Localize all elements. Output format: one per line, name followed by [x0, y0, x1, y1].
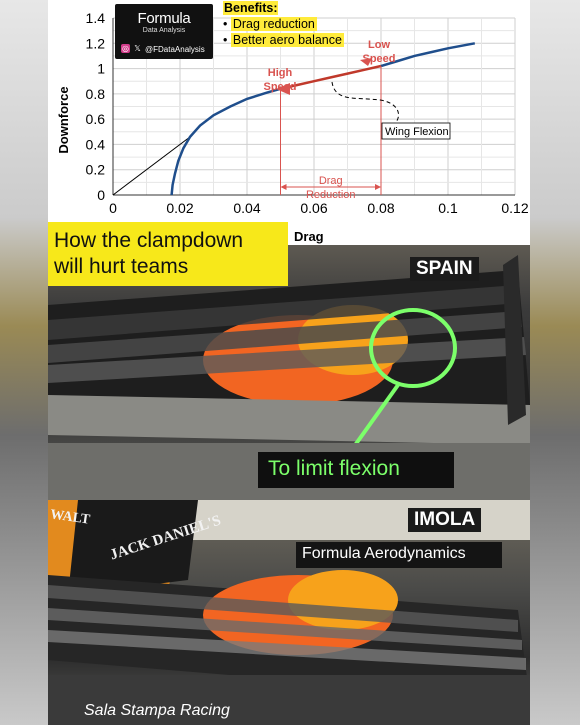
- wing-flexion-leader: [331, 81, 399, 129]
- drag-reduction-label: Drag: [319, 175, 343, 187]
- x-tick-label: 0.02: [166, 200, 193, 216]
- wing-flexion-box: [381, 122, 451, 140]
- photo-imola-wing: WALT JACK DANIEL'S: [48, 500, 530, 725]
- formula-aerodynamics-box: Formula Aerodynamics: [296, 542, 502, 568]
- imola-label: IMOLA: [408, 508, 482, 532]
- y-tick-label: 1: [97, 61, 105, 77]
- drag-reduction-arrowhead-left: [280, 184, 287, 190]
- brand-badge: Formula Data Analysis ◎ 𝕏 @FDataAnalysis: [115, 4, 213, 59]
- downforce-curve-high-drag: [380, 42, 476, 68]
- y-tick-label: 0: [97, 187, 105, 203]
- y-tick-label: 1.2: [86, 35, 106, 51]
- y-tick-label: 0.4: [86, 136, 106, 152]
- brand-subtitle: Data Analysis: [142, 27, 186, 34]
- downforce-drag-chart: 0 0.02 0.04 0.06 0.08 0.1 0.12 0 0.2 0.4 0.6 0.8 1 1.…: [56, 10, 529, 244]
- x-tick-label: 0.06: [300, 200, 327, 216]
- benefits-title: Benefits:: [223, 1, 279, 15]
- headline-box: How the clampdown will hurt teams: [48, 222, 288, 286]
- downforce-curve-low-drag: [170, 87, 281, 196]
- y-tick-label: 0.6: [86, 111, 106, 127]
- x-icon: 𝕏: [134, 44, 141, 53]
- x-tick-label: 0.12: [501, 200, 528, 216]
- drag-reduction-label: Reduction: [306, 189, 356, 201]
- limit-flexion-text: To limit flexion: [268, 457, 400, 480]
- benefit-text: Better aero balance: [230, 33, 344, 47]
- x-tick-label: 0.08: [367, 200, 394, 216]
- x-tick-label: 0.04: [233, 200, 260, 216]
- imola-wing-illustration: [48, 500, 530, 725]
- high-speed-label: High: [268, 67, 293, 79]
- tangent-line: [112, 136, 191, 196]
- y-tick-label: 0.8: [86, 86, 106, 102]
- headline-line: will hurt teams: [54, 255, 189, 278]
- benefit-item: • Drag reduction: [223, 17, 317, 31]
- x-axis-label: Drag: [294, 229, 324, 244]
- left-blurred-margin: [0, 0, 48, 725]
- drag-reduction-arrowhead-right: [375, 184, 381, 190]
- low-speed-label: Low: [368, 39, 390, 51]
- headline-text: How the clampdown will hurt teams: [54, 228, 243, 280]
- high-speed-label: Speed: [263, 81, 296, 93]
- y-tick-label: 0.2: [86, 162, 106, 178]
- y-tick-label: 1.4: [86, 10, 106, 26]
- limit-flexion-box: To limit flexion: [258, 452, 454, 488]
- benefit-item: • Better aero balance: [223, 33, 344, 47]
- wing-flexion-label: Wing Flexion: [385, 126, 449, 138]
- brand-handle: @FDataAnalysis: [145, 45, 205, 54]
- y-axis-label: Downforce: [56, 86, 71, 153]
- benefit-text: Drag reduction: [230, 17, 317, 31]
- high-speed-arrowhead: [276, 83, 290, 95]
- x-tick-label: 0: [109, 200, 117, 216]
- x-tick-label: 0.1: [438, 200, 458, 216]
- photo-credit: Sala Stampa Racing: [84, 702, 230, 719]
- headline-line: How the clampdown: [54, 229, 244, 252]
- low-speed-arrowhead: [360, 58, 372, 66]
- downforce-curve-flexion-range: [280, 64, 382, 91]
- low-speed-label: Speed: [362, 53, 395, 65]
- benefits-box: Benefits: • Drag reduction • Better aero…: [223, 1, 344, 47]
- spain-label: SPAIN: [410, 257, 479, 281]
- brand-name: Formula: [137, 10, 191, 27]
- right-blurred-margin: [530, 0, 580, 725]
- instagram-icon: ◎: [121, 44, 130, 53]
- formula-aerodynamics-text: Formula Aerodynamics: [302, 545, 466, 562]
